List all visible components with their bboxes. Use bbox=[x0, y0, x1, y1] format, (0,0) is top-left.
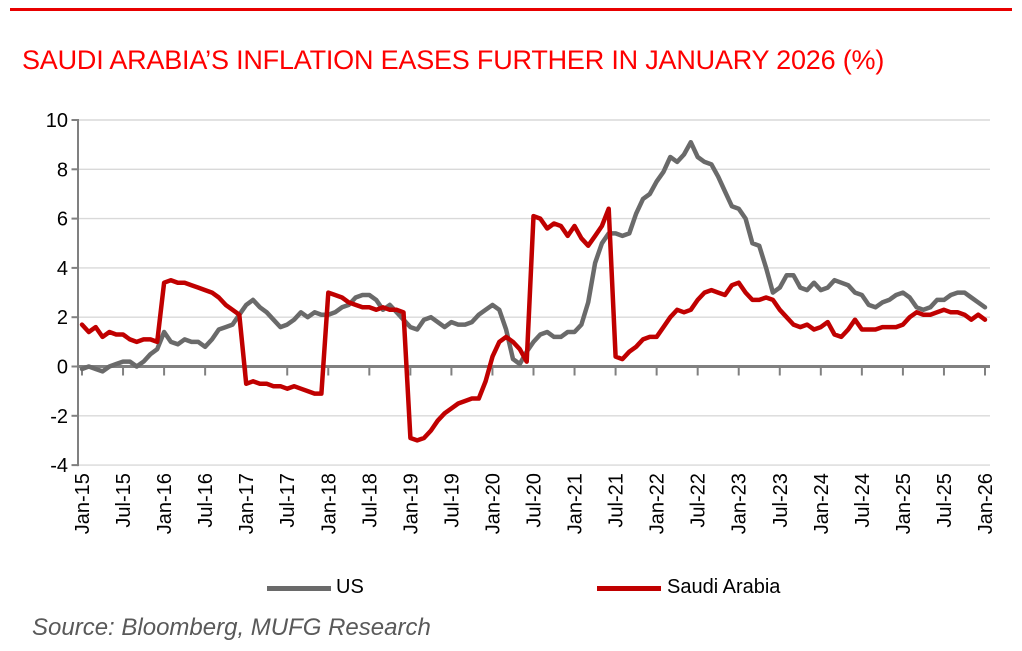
svg-text:Jan-26: Jan-26 bbox=[975, 473, 997, 534]
x-axis-labels: Jan-15 Jul-15 Jan-16 Jul-16 Jan-17 Jul-17 Jan-… bbox=[72, 473, 997, 534]
svg-text:Jul-21: Jul-21 bbox=[606, 473, 628, 527]
svg-text:Jan-25: Jan-25 bbox=[893, 473, 915, 534]
svg-text:0: 0 bbox=[57, 357, 68, 379]
svg-text:Jul-23: Jul-23 bbox=[770, 473, 792, 527]
svg-text:Jan-23: Jan-23 bbox=[729, 473, 751, 534]
svg-text:Jan-18: Jan-18 bbox=[318, 473, 340, 534]
saudi-legend-swatch bbox=[597, 586, 661, 591]
svg-text:Jul-22: Jul-22 bbox=[688, 473, 710, 527]
svg-text:8: 8 bbox=[57, 159, 68, 181]
saudi-legend-label: Saudi Arabia bbox=[667, 576, 781, 598]
svg-text:Jul-16: Jul-16 bbox=[195, 473, 217, 527]
svg-text:Jul-25: Jul-25 bbox=[934, 473, 956, 527]
x-axis bbox=[78, 365, 990, 376]
svg-text:Jul-19: Jul-19 bbox=[441, 473, 463, 527]
us-legend-label: US bbox=[336, 576, 364, 598]
svg-text:Jan-16: Jan-16 bbox=[154, 473, 176, 534]
svg-text:6: 6 bbox=[57, 209, 68, 231]
svg-text:Jul-18: Jul-18 bbox=[359, 473, 381, 527]
svg-text:10: 10 bbox=[46, 110, 68, 132]
gridlines bbox=[78, 119, 990, 466]
svg-text:Jul-20: Jul-20 bbox=[523, 473, 545, 527]
svg-text:-4: -4 bbox=[50, 455, 68, 477]
source-note: Source: Bloomberg, MUFG Research bbox=[32, 614, 431, 641]
svg-text:Jan-17: Jan-17 bbox=[236, 473, 258, 534]
top-rule bbox=[10, 8, 1012, 11]
y-axis: -4 -2 0 2 4 6 8 10 bbox=[46, 110, 79, 477]
svg-text:Jan-22: Jan-22 bbox=[647, 473, 669, 534]
svg-text:4: 4 bbox=[57, 258, 68, 280]
svg-text:2: 2 bbox=[57, 307, 68, 329]
svg-text:Jul-15: Jul-15 bbox=[113, 473, 135, 527]
svg-text:Jan-15: Jan-15 bbox=[72, 473, 94, 534]
chart-title: SAUDI ARABIA’S INFLATION EASES FURTHER I… bbox=[22, 45, 885, 75]
svg-text:Jan-24: Jan-24 bbox=[811, 473, 833, 534]
svg-text:Jul-17: Jul-17 bbox=[277, 473, 299, 527]
svg-text:Jan-21: Jan-21 bbox=[565, 473, 587, 534]
svg-text:Jan-20: Jan-20 bbox=[482, 473, 504, 534]
us-series-line bbox=[79, 139, 988, 374]
svg-text:Jul-24: Jul-24 bbox=[852, 473, 874, 527]
saudi-arabia-series-line bbox=[79, 206, 988, 443]
us-legend-swatch bbox=[267, 586, 331, 591]
svg-text:Jan-19: Jan-19 bbox=[400, 473, 422, 534]
svg-text:-2: -2 bbox=[50, 406, 68, 428]
